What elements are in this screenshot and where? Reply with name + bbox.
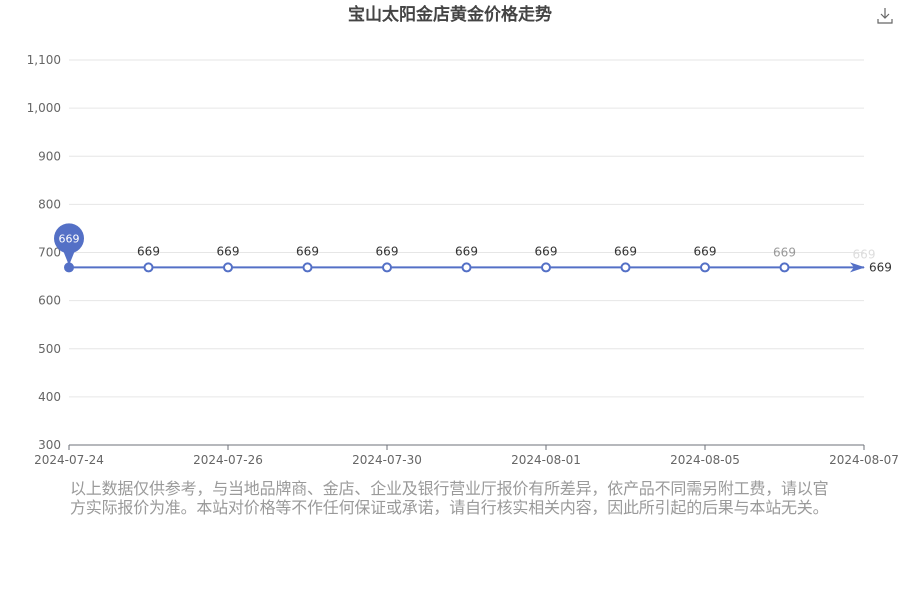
data-point[interactable] (302, 262, 313, 273)
axes: 300 400 500 600 700 800 900 1,000 1,100 2024-07-2… (27, 53, 899, 467)
data-label: 669 (773, 245, 796, 259)
x-tick-label: 2024-08-01 (511, 453, 581, 467)
y-tick-label: 300 (38, 438, 61, 452)
data-label: 669 (694, 244, 717, 258)
data-label: 669 (296, 244, 319, 258)
data-label: 669 (376, 244, 399, 258)
y-tick-label: 1,100 (27, 53, 61, 67)
download-icon[interactable] (875, 5, 895, 25)
data-point[interactable] (541, 262, 551, 273)
end-label: 669 (869, 260, 892, 274)
series-line (64, 262, 865, 273)
x-tick-label: 2024-07-30 (352, 453, 422, 467)
data-label: 669 (535, 244, 558, 258)
series-end-arrow (850, 262, 865, 273)
y-tick-label: 1,000 (27, 101, 61, 115)
y-tick-label: 500 (38, 342, 61, 356)
x-tick-label: 2024-07-24 (34, 453, 104, 467)
data-label: 669 (217, 244, 240, 258)
x-tick-label: 2024-07-26 (193, 453, 263, 467)
data-point[interactable] (223, 262, 233, 273)
x-tick-label: 2024-08-05 (670, 453, 740, 467)
data-label: 669 (137, 244, 160, 258)
data-point[interactable] (382, 262, 392, 273)
y-tick-label: 900 (38, 149, 61, 163)
data-label: 669 (455, 244, 478, 258)
max-pin-label: 669 (59, 232, 80, 245)
y-tick-label: 700 (38, 246, 61, 260)
y-tick-label: 600 (38, 294, 61, 308)
disclaimer-text: 以上数据仅供参考，与当地品牌商、金店、企业及银行营业厅报价有所差异，依产品不同需… (70, 479, 829, 517)
data-label: 669 (853, 247, 876, 261)
data-point[interactable] (461, 262, 472, 273)
data-point[interactable] (620, 262, 631, 273)
max-pin (54, 223, 84, 254)
max-pin-tail (63, 250, 75, 266)
chart-title: 宝山太阳金店黄金价格走势 (348, 4, 552, 25)
y-tick-label: 400 (38, 390, 61, 404)
data-label: 669 (614, 244, 637, 258)
grid-lines (69, 59, 864, 398)
y-tick-label: 800 (38, 197, 61, 211)
data-point[interactable] (143, 262, 154, 273)
x-tick-label: 2024-08-07 (829, 453, 899, 467)
data-point[interactable] (779, 262, 790, 273)
data-point[interactable] (700, 262, 710, 273)
